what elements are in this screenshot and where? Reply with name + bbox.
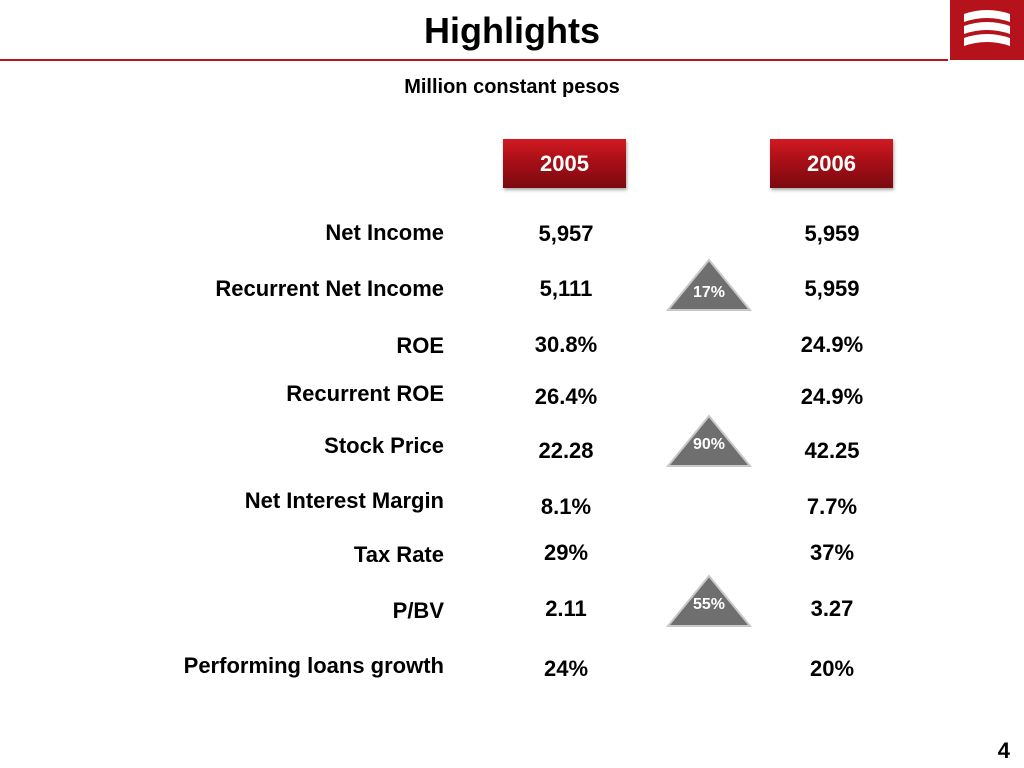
row-label: Recurrent Net Income: [215, 276, 444, 301]
value-2005: 24%: [543, 656, 589, 681]
year-header-2005: 2005: [503, 139, 626, 188]
up-triangle-icon: [666, 414, 752, 467]
value-2005: 26.4%: [534, 384, 598, 409]
row-label: Net Income: [325, 220, 444, 245]
value-2005: 8.1%: [540, 494, 592, 519]
value-2005: 22.28: [538, 438, 594, 463]
page-number: 4: [997, 738, 1010, 763]
row-label: Recurrent ROE: [286, 381, 444, 406]
value-2005: 2.11: [545, 596, 587, 621]
value-2006: 42.25: [804, 438, 860, 463]
value-2005: 5,111: [539, 276, 593, 301]
value-2005: 30.8%: [534, 332, 598, 357]
value-2006: 24.9%: [800, 384, 864, 409]
value-2006: 5,959: [804, 221, 860, 246]
page-title: Highlights: [424, 10, 600, 51]
page-subtitle: Million constant pesos: [404, 76, 620, 98]
value-2006: 3.27: [810, 596, 854, 621]
change-badge-value: 90%: [692, 436, 726, 453]
change-badge-value: 55%: [692, 596, 726, 613]
change-badge: 17%: [666, 258, 752, 312]
bank-logo-icon: [950, 0, 1024, 60]
change-badge-value: 17%: [692, 284, 726, 301]
row-label: Tax Rate: [353, 542, 444, 567]
year-header-2006: 2006: [770, 139, 893, 188]
change-badge: 55%: [666, 574, 752, 628]
value-2005: 5,957: [538, 221, 594, 246]
row-label: ROE: [396, 333, 444, 358]
up-triangle-icon: [666, 258, 752, 311]
title-divider: [0, 59, 948, 61]
value-2006: 7.7%: [806, 494, 858, 519]
row-label: Stock Price: [324, 433, 444, 458]
row-label: Net Interest Margin: [244, 488, 444, 513]
value-2005: 29%: [543, 540, 589, 565]
value-2006: 20%: [809, 656, 855, 681]
row-label: Performing loans growth: [183, 653, 444, 678]
value-2006: 24.9%: [800, 332, 864, 357]
value-2006: 5,959: [804, 276, 860, 301]
row-label: P/BV: [392, 598, 444, 623]
change-badge: 90%: [666, 414, 752, 468]
up-triangle-icon: [666, 574, 752, 627]
value-2006: 37%: [809, 540, 855, 565]
